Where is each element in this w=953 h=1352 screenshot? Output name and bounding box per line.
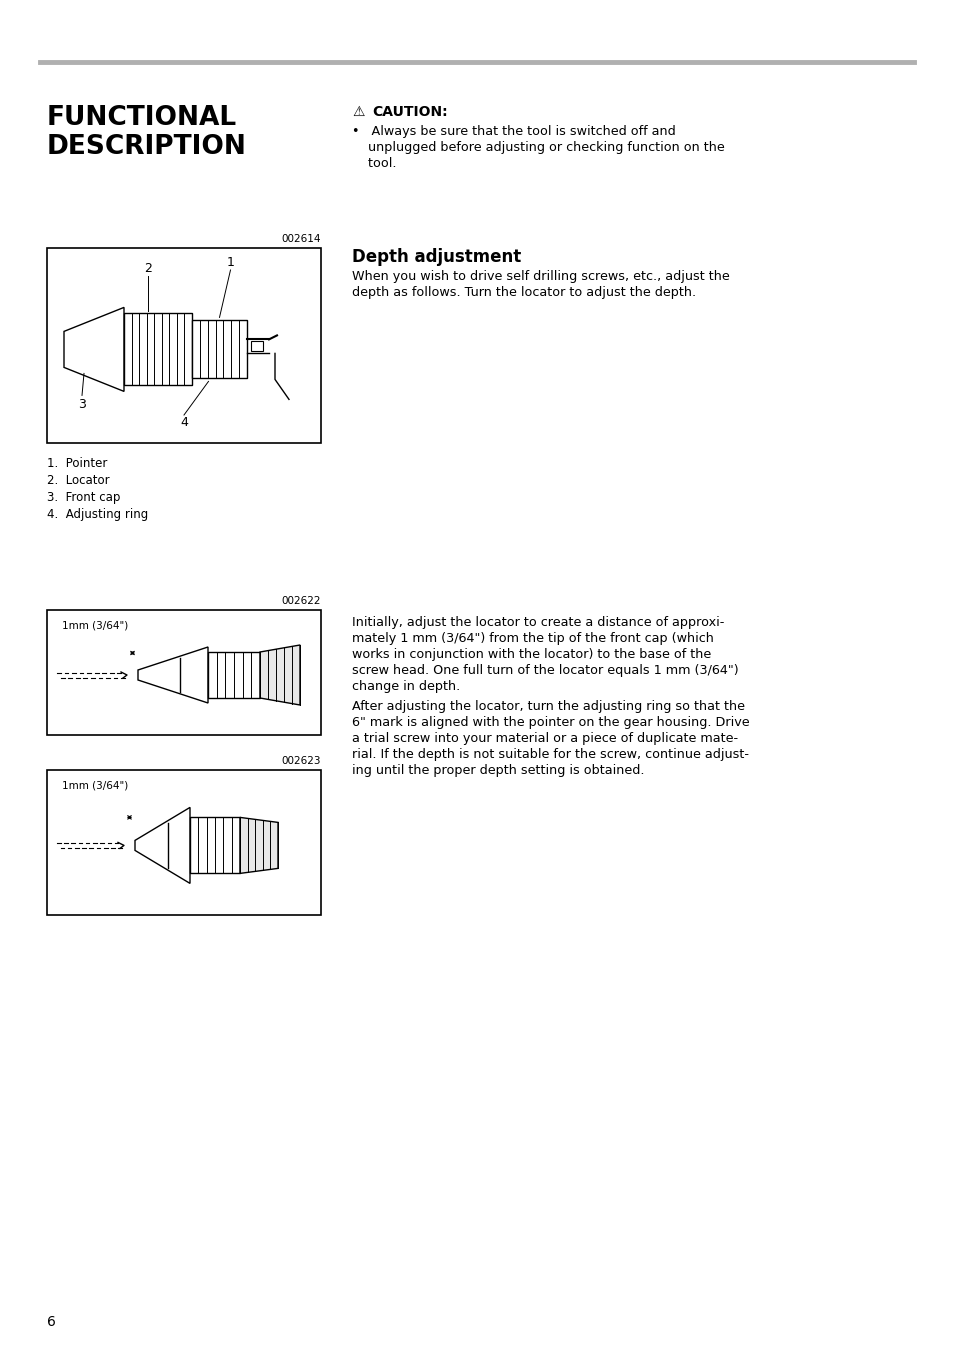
Text: ⚠: ⚠ (352, 105, 364, 119)
Text: depth as follows. Turn the locator to adjust the depth.: depth as follows. Turn the locator to ad… (352, 287, 696, 299)
Text: unplugged before adjusting or checking function on the: unplugged before adjusting or checking f… (352, 141, 724, 154)
Polygon shape (240, 818, 277, 873)
Text: 6" mark is aligned with the pointer on the gear housing. Drive: 6" mark is aligned with the pointer on t… (352, 717, 749, 729)
Text: mately 1 mm (3/64") from the tip of the front cap (which: mately 1 mm (3/64") from the tip of the … (352, 631, 713, 645)
Text: 1mm (3/64"): 1mm (3/64") (62, 780, 128, 790)
Text: 3: 3 (78, 397, 86, 411)
Text: CAUTION:: CAUTION: (372, 105, 447, 119)
Text: 6: 6 (47, 1315, 56, 1329)
Bar (47, 247, 320, 443)
Text: change in depth.: change in depth. (352, 680, 459, 694)
Text: 1.  Pointer: 1. Pointer (47, 457, 108, 470)
Polygon shape (64, 307, 124, 391)
Text: screw head. One full turn of the locator equals 1 mm (3/64"): screw head. One full turn of the locator… (352, 664, 738, 677)
Text: 002614: 002614 (281, 234, 320, 243)
Text: 2.  Locator: 2. Locator (47, 475, 110, 487)
Text: 002622: 002622 (281, 596, 320, 606)
Text: 4: 4 (180, 416, 188, 430)
Text: 1mm (3/64"): 1mm (3/64") (62, 621, 128, 630)
Bar (251, 342, 263, 352)
Text: Initially, adjust the locator to create a distance of approxi-: Initially, adjust the locator to create … (352, 617, 723, 629)
Bar (192, 320, 247, 379)
Text: After adjusting the locator, turn the adjusting ring so that the: After adjusting the locator, turn the ad… (352, 700, 744, 713)
Polygon shape (260, 645, 299, 704)
Bar (47, 771, 320, 915)
Bar (124, 314, 192, 385)
Text: works in conjunction with the locator) to the base of the: works in conjunction with the locator) t… (352, 648, 711, 661)
Bar (208, 652, 260, 698)
Text: 4.  Adjusting ring: 4. Adjusting ring (47, 508, 148, 521)
Text: ing until the proper depth setting is obtained.: ing until the proper depth setting is ob… (352, 764, 644, 777)
Polygon shape (138, 648, 208, 703)
Text: Depth adjustment: Depth adjustment (352, 247, 520, 266)
Text: FUNCTIONAL
DESCRIPTION: FUNCTIONAL DESCRIPTION (47, 105, 247, 160)
Text: When you wish to drive self drilling screws, etc., adjust the: When you wish to drive self drilling scr… (352, 270, 729, 283)
Text: 1: 1 (226, 256, 234, 269)
Text: •   Always be sure that the tool is switched off and: • Always be sure that the tool is switch… (352, 124, 675, 138)
Text: rial. If the depth is not suitable for the screw, continue adjust-: rial. If the depth is not suitable for t… (352, 748, 748, 761)
Text: 2: 2 (144, 261, 152, 274)
Bar (47, 610, 320, 735)
Polygon shape (135, 807, 190, 883)
Text: 002623: 002623 (281, 756, 320, 767)
Text: a trial screw into your material or a piece of duplicate mate-: a trial screw into your material or a pi… (352, 731, 738, 745)
Text: 3.  Front cap: 3. Front cap (47, 491, 120, 504)
Text: tool.: tool. (352, 157, 396, 170)
Bar (190, 818, 240, 873)
